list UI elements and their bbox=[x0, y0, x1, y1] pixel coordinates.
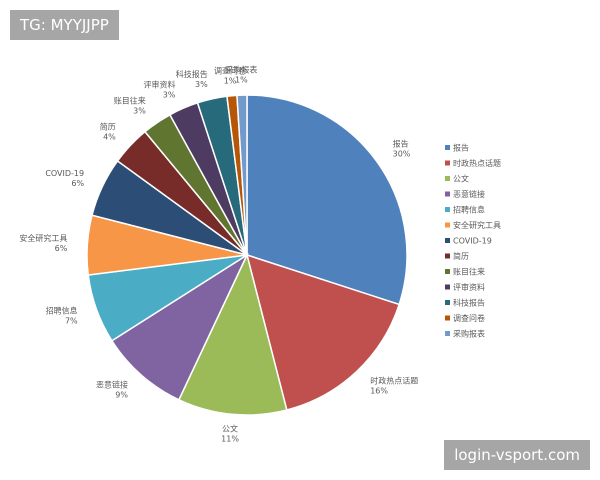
slice-value-label: 4% bbox=[103, 132, 116, 141]
slice-label: COVID-19 bbox=[45, 169, 84, 178]
slice-label: 简历 bbox=[100, 121, 116, 131]
slice-label: 评审资料 bbox=[144, 79, 176, 89]
slice-value-label: 6% bbox=[71, 179, 84, 188]
slice-label: 安全研究工具 bbox=[19, 233, 67, 243]
pie-slice bbox=[245, 253, 401, 411]
slice-label: 报告 bbox=[393, 139, 409, 149]
slice-value-label: 6% bbox=[55, 244, 68, 253]
slice-value-label: 1% bbox=[224, 76, 237, 85]
legend-marker bbox=[445, 238, 450, 243]
legend-label: 科技报告 bbox=[453, 298, 485, 308]
legend-marker bbox=[445, 253, 450, 259]
watermark: TG: MYYJJPP bbox=[10, 10, 119, 40]
legend-label: 评审资料 bbox=[453, 282, 485, 292]
legend-label: 公文 bbox=[453, 174, 469, 184]
pie-slice bbox=[236, 94, 248, 256]
slice-label: 时政热点话题 bbox=[370, 376, 418, 386]
legend-marker bbox=[445, 145, 450, 150]
slice-label: 采购报表 bbox=[225, 65, 257, 75]
slice-label: 公文 bbox=[222, 424, 238, 434]
slice-value-label: 16% bbox=[370, 387, 388, 396]
legend-label: 采购报表 bbox=[453, 329, 485, 339]
legend-label: 报告 bbox=[453, 143, 469, 153]
slice-value-label: 3% bbox=[163, 90, 176, 99]
legend-marker bbox=[445, 160, 450, 166]
legend-label: COVID-19 bbox=[453, 237, 492, 246]
slice-value-label: 1% bbox=[235, 76, 248, 85]
legend-marker bbox=[445, 269, 450, 274]
legend-marker bbox=[445, 191, 450, 197]
legend-label: 安全研究工具 bbox=[453, 220, 501, 230]
slice-value-label: 7% bbox=[65, 316, 78, 325]
slice-value-label: 3% bbox=[195, 80, 208, 89]
slice-value-label: 3% bbox=[133, 107, 146, 116]
slice-value-label: 11% bbox=[221, 435, 239, 444]
slice-label: 调查问卷 bbox=[214, 65, 246, 75]
slice-label: 恶意链接 bbox=[96, 380, 128, 390]
legend-label: 简历 bbox=[453, 251, 469, 261]
slice-label: 账目往来 bbox=[114, 96, 146, 106]
legend-marker bbox=[445, 315, 450, 321]
legend-marker bbox=[445, 176, 450, 181]
slice-value-label: 9% bbox=[115, 391, 128, 400]
legend-marker bbox=[445, 222, 450, 228]
pie-slice bbox=[246, 94, 408, 306]
watermark: login-vsport.com bbox=[444, 440, 590, 470]
legend-marker bbox=[445, 300, 450, 305]
slice-label: 招聘信息 bbox=[46, 305, 78, 315]
legend-label: 时政热点话题 bbox=[453, 158, 501, 168]
legend-label: 恶意链接 bbox=[453, 189, 485, 199]
pie-slice bbox=[110, 252, 249, 401]
legend-marker bbox=[445, 331, 450, 336]
pie-slice bbox=[177, 252, 288, 416]
legend-label: 招聘信息 bbox=[453, 205, 485, 215]
slice-value-label: 30% bbox=[393, 150, 411, 159]
legend-marker bbox=[445, 207, 450, 212]
legend-label: 账目往来 bbox=[453, 267, 485, 277]
slice-label: 科技报告 bbox=[176, 69, 208, 79]
legend-marker bbox=[445, 284, 450, 290]
legend-label: 调查问卷 bbox=[453, 313, 485, 323]
